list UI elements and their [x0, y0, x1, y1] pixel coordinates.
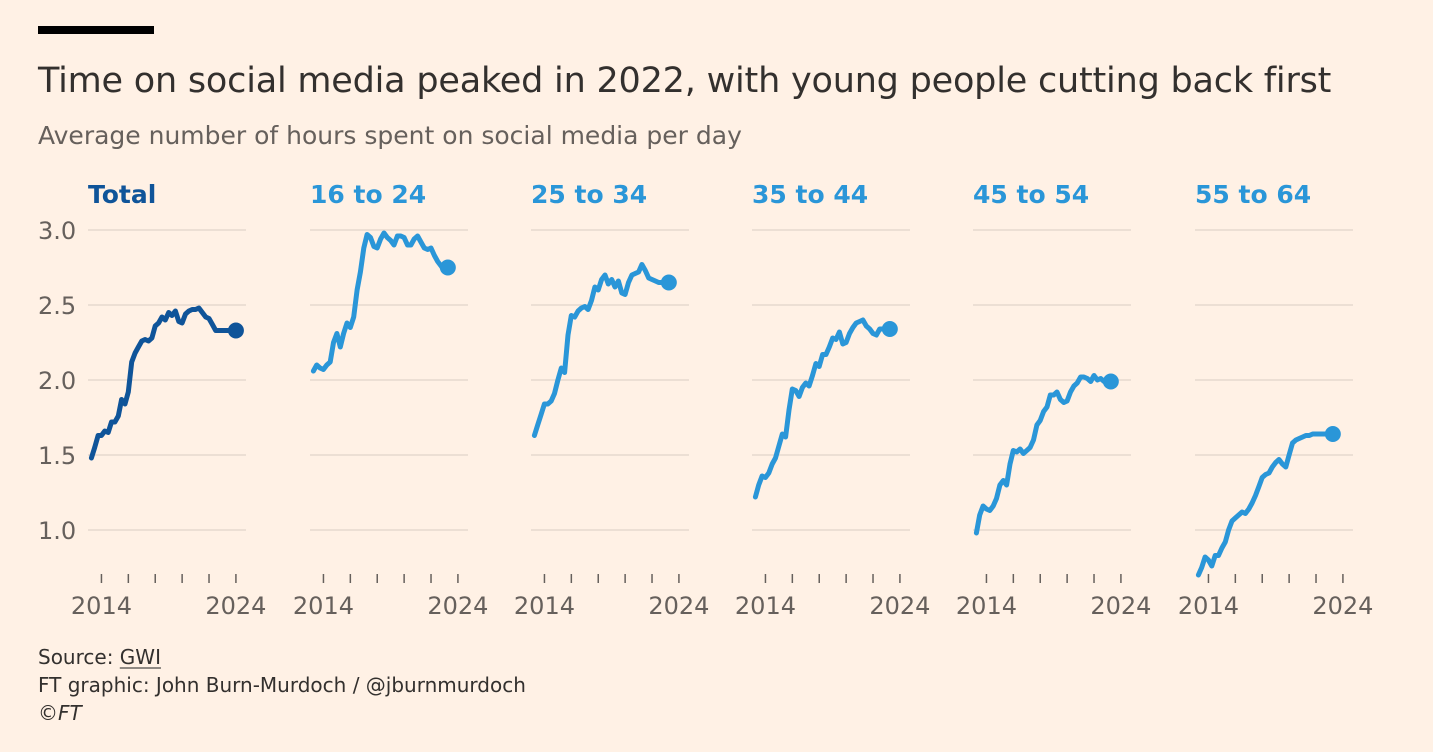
- chart-subtitle: Average number of hours spent on social …: [38, 121, 742, 150]
- source-line: Source: GWI: [38, 643, 526, 671]
- source-prefix: Source:: [38, 645, 120, 669]
- x-tick-label: 2014: [1178, 592, 1239, 620]
- y-tick-label: 2.5: [38, 292, 76, 320]
- copyright-line: ©FT: [38, 701, 82, 725]
- series-line-total: [88, 305, 239, 461]
- y-tick-label: 1.0: [38, 517, 76, 545]
- end-point-25-to-34: [660, 274, 677, 291]
- x-tick-label: 2024: [648, 592, 709, 620]
- x-tick-label: 2024: [869, 592, 930, 620]
- x-tick-label: 2014: [735, 592, 796, 620]
- panel-label-16-to-24: 16 to 24: [310, 180, 426, 209]
- source-link-gwi[interactable]: GWI: [119, 645, 161, 669]
- credit-line: FT graphic: John Burn-Murdoch / @jburnmu…: [38, 673, 526, 697]
- small-multiples-chart: 1.0 1.5 2.0 2.5 3.0 Total 2014 2024 16 to 24 2014…: [38, 180, 1373, 620]
- x-tick-label: 2024: [427, 592, 488, 620]
- series-line-25-to-34: [531, 262, 672, 438]
- series-line-55-to-64: [1195, 431, 1336, 578]
- x-tick-label: 2014: [514, 592, 575, 620]
- footer: Source: GWI FT graphic: John Burn-Murdoc…: [38, 643, 526, 727]
- panel-label-55-to-64: 55 to 64: [1195, 180, 1311, 209]
- x-tick-label: 2024: [1312, 592, 1373, 620]
- y-tick-label: 3.0: [38, 217, 76, 245]
- end-point-16-to-24: [439, 259, 456, 276]
- end-point-total: [227, 322, 244, 339]
- panel-label-25-to-34: 25 to 34: [531, 180, 647, 209]
- panel-label-total: Total: [88, 180, 156, 209]
- series-line-16-to-24: [310, 230, 451, 374]
- panel-label-45-to-54: 45 to 54: [973, 180, 1089, 209]
- end-point-45-to-54: [1102, 373, 1119, 390]
- series-line-35-to-44: [752, 317, 893, 500]
- panel-label-35-to-44: 35 to 44: [752, 180, 868, 209]
- end-point-35-to-44: [881, 321, 898, 337]
- x-tick-label: 2024: [205, 592, 266, 620]
- ft-top-rule: [38, 26, 154, 34]
- x-tick-label: 2014: [71, 592, 132, 620]
- y-tick-label: 1.5: [38, 442, 76, 470]
- chart-title: Time on social media peaked in 2022, wit…: [38, 61, 1332, 101]
- y-tick-label: 2.0: [38, 367, 76, 395]
- x-tick-label: 2024: [1090, 592, 1151, 620]
- end-point-55-to-64: [1324, 426, 1341, 442]
- x-tick-label: 2014: [956, 592, 1017, 620]
- x-tick-label: 2014: [293, 592, 354, 620]
- series-line-45-to-54: [973, 373, 1114, 536]
